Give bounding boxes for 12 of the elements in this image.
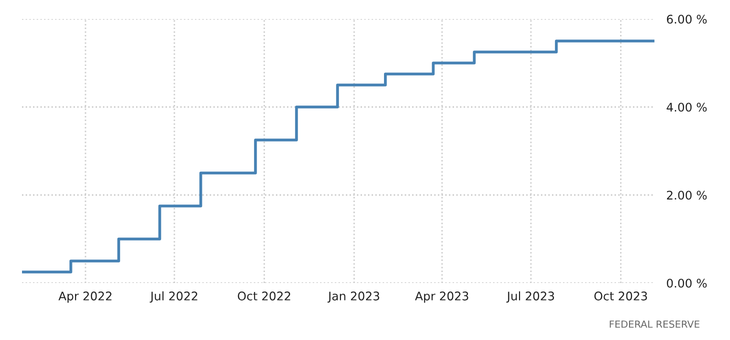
- y-tick-label: 2.00 %: [666, 190, 707, 200]
- x-tick-label: Jan 2023: [328, 292, 380, 303]
- x-tick-label: Jul 2023: [506, 291, 554, 303]
- x-tick-label: Oct 2022: [238, 292, 290, 300]
- y-tick-label: 4.00 %: [666, 102, 707, 112]
- x-tick-label: Oct 2023: [594, 292, 647, 300]
- text: FEDERAL RESERVE: [610, 320, 700, 328]
- x-tick-label: Apr 2023: [415, 292, 468, 303]
- x-tick-label: Jul 2022: [150, 291, 198, 303]
- y-tick-label: 0.00 %: [666, 278, 707, 288]
- y-tick-label: 6.00 %: [666, 14, 707, 24]
- x-tick-label: Apr 2022: [58, 292, 112, 303]
